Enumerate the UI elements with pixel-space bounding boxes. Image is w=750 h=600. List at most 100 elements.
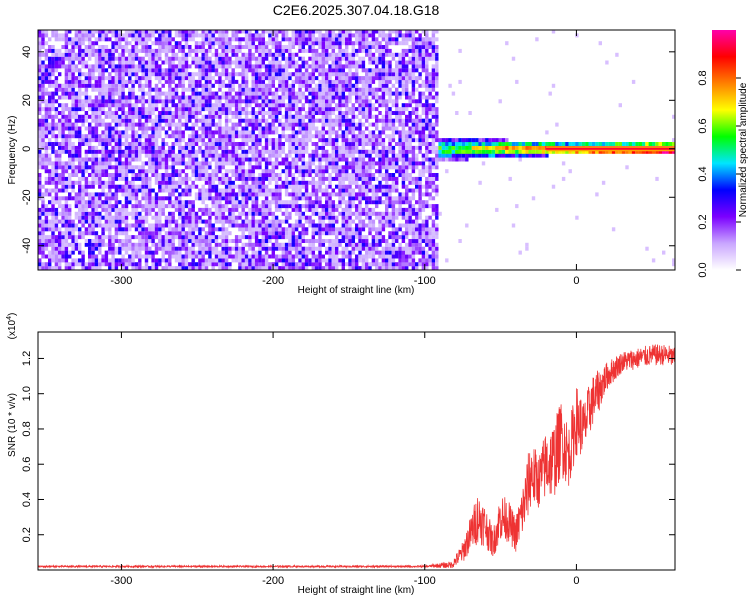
spectrogram-cell bbox=[351, 52, 355, 57]
spectrogram-cell bbox=[314, 37, 319, 42]
spectrogram-cell bbox=[94, 149, 99, 154]
spectrogram-cell bbox=[345, 250, 349, 255]
spectrogram-cell bbox=[44, 118, 49, 123]
spectrogram-cell bbox=[111, 235, 115, 240]
spectrogram-cell bbox=[224, 239, 229, 243]
spectrogram-cell bbox=[335, 246, 339, 251]
spectrogram-cell bbox=[274, 266, 279, 270]
spectrogram-cell bbox=[188, 254, 192, 259]
spectrogram-cell bbox=[204, 60, 209, 65]
spectrogram-cell bbox=[298, 258, 302, 263]
spectrogram-cell bbox=[234, 126, 239, 131]
spectrogram-cell bbox=[54, 56, 59, 61]
spectrogram-cell bbox=[218, 99, 222, 104]
spectrogram-cell bbox=[304, 200, 309, 205]
spectrogram-cell bbox=[64, 41, 69, 46]
spectrogram-cell bbox=[211, 173, 215, 177]
spectrogram-cell bbox=[358, 138, 362, 143]
spectrogram-cell bbox=[111, 52, 115, 57]
spectrogram-cell bbox=[168, 48, 172, 53]
spectrogram-cell bbox=[298, 180, 302, 185]
spectrogram-cell bbox=[174, 161, 179, 166]
spectrogram-cell bbox=[121, 83, 125, 88]
spectrogram-cell bbox=[141, 223, 145, 228]
spectrogram-cell bbox=[248, 56, 252, 61]
spectrogram-cell bbox=[154, 262, 159, 267]
spectrogram-cell bbox=[188, 211, 192, 216]
spectrogram-cell bbox=[38, 72, 42, 77]
spectrogram-cell bbox=[251, 56, 255, 61]
spectrogram-cell bbox=[258, 266, 262, 270]
spectrogram-cell bbox=[284, 64, 289, 69]
spectrogram-cell bbox=[121, 266, 125, 270]
spectrogram-cell bbox=[41, 79, 45, 84]
spectrogram-cell bbox=[91, 184, 95, 189]
spectrogram-cell bbox=[161, 114, 165, 119]
spectrogram-cell bbox=[154, 200, 159, 205]
spectrogram-cell bbox=[101, 30, 105, 34]
spectrogram-cell bbox=[268, 262, 272, 267]
spectrogram-cell bbox=[41, 246, 45, 251]
spectrogram-cell bbox=[351, 126, 355, 131]
spectrogram-cell bbox=[244, 41, 249, 46]
spectrogram-cell bbox=[184, 52, 189, 57]
spectrogram-cell bbox=[41, 33, 45, 38]
spectrogram-cell bbox=[171, 254, 175, 259]
spectrogram-cell bbox=[98, 173, 102, 177]
spectrogram-cell bbox=[294, 64, 299, 69]
spectrogram-cell bbox=[174, 134, 179, 139]
spectrogram-cell bbox=[314, 76, 319, 81]
spectrogram-cell bbox=[274, 48, 279, 53]
spectrogram-cell bbox=[335, 64, 339, 69]
spectrogram-cell bbox=[361, 239, 366, 243]
spectrogram-cell bbox=[254, 122, 259, 127]
spectrogram-cell bbox=[88, 56, 92, 61]
spectrogram-cell bbox=[351, 122, 355, 127]
spectrogram-cell bbox=[141, 30, 145, 34]
spectrogram-cell bbox=[248, 188, 252, 193]
spectrogram-cell bbox=[114, 76, 119, 81]
spectrogram-cell bbox=[44, 103, 49, 108]
spectrogram-cell bbox=[114, 173, 119, 177]
spectrogram-cell bbox=[348, 223, 352, 228]
spectrogram-cell bbox=[171, 176, 175, 181]
spectrogram-cell bbox=[284, 103, 289, 108]
spectrogram-cell bbox=[218, 41, 222, 46]
spectrogram-cell bbox=[201, 169, 205, 174]
spectrogram-cell bbox=[271, 242, 275, 247]
spectrogram-cell bbox=[298, 184, 302, 189]
spectrogram-cell bbox=[264, 157, 269, 162]
spectrogram-cell bbox=[124, 153, 129, 158]
spectrogram-cell bbox=[325, 227, 329, 232]
spectrogram-cell bbox=[244, 258, 249, 263]
spectrogram-cell bbox=[111, 254, 115, 259]
spectrogram-cell bbox=[258, 188, 262, 193]
spectrogram-cell bbox=[294, 242, 299, 247]
spectrogram-cell bbox=[48, 258, 52, 263]
spectrogram-cell bbox=[264, 68, 269, 73]
spectrogram-cell bbox=[228, 142, 232, 146]
spectrogram-cell bbox=[114, 64, 119, 69]
spectrogram-cell bbox=[98, 239, 102, 243]
spectrogram-cell bbox=[98, 246, 102, 251]
spectrogram-cell bbox=[154, 145, 159, 150]
spectrogram-cell bbox=[191, 56, 195, 61]
spectrogram-cell bbox=[298, 196, 302, 201]
spectrogram-cell bbox=[291, 246, 295, 251]
spectrogram-cell bbox=[208, 83, 212, 88]
spectrogram-cell bbox=[174, 227, 179, 232]
spectrogram-cell bbox=[174, 68, 179, 73]
spectrogram-cell bbox=[335, 95, 339, 100]
spectrogram-cell bbox=[311, 142, 315, 146]
spectrogram-cell bbox=[78, 79, 82, 84]
spectrogram-cell bbox=[288, 223, 292, 228]
spectrogram-cell bbox=[284, 262, 289, 267]
spectrogram-cell bbox=[258, 184, 262, 189]
spectrogram-cell bbox=[264, 204, 269, 209]
spectrogram-cell bbox=[168, 223, 172, 228]
spectrogram-cell bbox=[41, 107, 45, 112]
spectrogram-cell bbox=[61, 235, 65, 240]
spectrogram-cell bbox=[335, 227, 339, 232]
spectrogram-cell bbox=[238, 111, 242, 115]
spectrogram-cell bbox=[211, 223, 215, 228]
